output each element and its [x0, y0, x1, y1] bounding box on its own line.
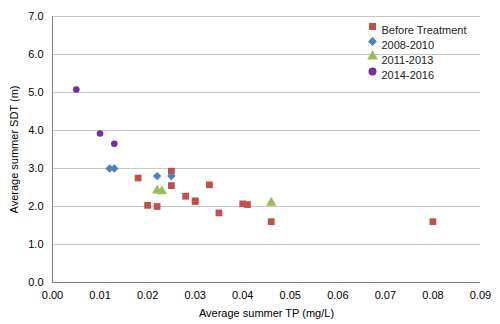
svg-text:0.06: 0.06 — [327, 289, 348, 301]
svg-text:Average summer TP (mg/L): Average summer TP (mg/L) — [199, 307, 334, 319]
svg-text:Average summer SDT (m): Average summer SDT (m) — [8, 86, 20, 214]
svg-text:7.0: 7.0 — [28, 10, 43, 22]
svg-text:0.00: 0.00 — [42, 289, 63, 301]
svg-text:2014-2016: 2014-2016 — [382, 69, 435, 81]
svg-text:0.02: 0.02 — [137, 289, 158, 301]
svg-text:2011-2013: 2011-2013 — [382, 54, 434, 66]
svg-text:0.08: 0.08 — [422, 289, 443, 301]
svg-text:3.0: 3.0 — [28, 162, 43, 174]
svg-text:0.01: 0.01 — [89, 289, 110, 301]
svg-text:5.0: 5.0 — [28, 86, 43, 98]
svg-text:0.05: 0.05 — [280, 289, 301, 301]
svg-text:4.0: 4.0 — [28, 124, 43, 136]
svg-text:6.0: 6.0 — [28, 48, 43, 60]
svg-text:0.03: 0.03 — [184, 289, 205, 301]
svg-text:0.04: 0.04 — [232, 289, 253, 301]
svg-text:0.09: 0.09 — [470, 289, 491, 301]
svg-text:2.0: 2.0 — [28, 200, 43, 212]
svg-text:0.07: 0.07 — [375, 289, 396, 301]
svg-text:1.0: 1.0 — [28, 238, 43, 250]
svg-text:0.0: 0.0 — [28, 276, 43, 288]
svg-text:2008-2010: 2008-2010 — [382, 39, 435, 51]
svg-text:Before Treatment: Before Treatment — [382, 24, 467, 36]
